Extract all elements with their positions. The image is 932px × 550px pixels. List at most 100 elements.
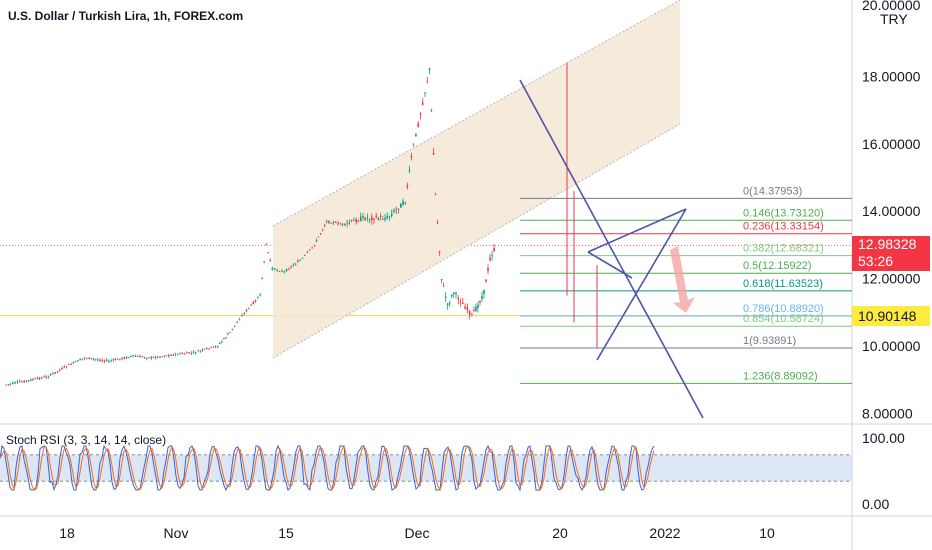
candle-body <box>148 357 150 359</box>
candle-body <box>241 315 243 317</box>
price-tick-label: 18.00000 <box>862 68 921 84</box>
candle-body <box>221 341 223 343</box>
candle-body <box>243 312 246 314</box>
candle-body <box>163 356 166 358</box>
candle-body <box>233 325 236 327</box>
candle-body <box>292 264 295 266</box>
candle-body <box>319 233 322 235</box>
fib-level-label: 0.854(10.58724) <box>743 313 824 325</box>
candle-body <box>412 145 415 146</box>
candle-body <box>355 219 357 223</box>
candle-body <box>452 292 455 294</box>
candle-body <box>41 377 43 379</box>
candle-body <box>179 353 181 355</box>
candle-body <box>79 359 81 361</box>
candle-body <box>101 360 104 362</box>
candle-body <box>199 350 201 352</box>
channel-upper-line <box>272 0 681 227</box>
price-tick-label: 10.00000 <box>862 338 921 354</box>
price-tick-label: 14.00000 <box>862 203 921 219</box>
price-unit-label: TRY <box>880 11 908 27</box>
candle-body <box>250 304 252 306</box>
candle-body <box>301 257 304 259</box>
candle-body <box>304 254 306 256</box>
candle-body <box>321 229 324 231</box>
candle-body <box>192 351 195 353</box>
candle-body <box>110 360 112 362</box>
stoch-d-line <box>0 444 655 492</box>
candle-body <box>438 251 441 253</box>
candle-body <box>375 215 377 218</box>
candle-body <box>468 311 471 316</box>
candle-body <box>483 289 485 294</box>
candle-body <box>32 379 34 381</box>
stoch-k-line <box>0 444 655 492</box>
candle-body <box>245 309 248 312</box>
candle-body <box>377 218 380 220</box>
candle-body <box>263 261 265 263</box>
candle-body <box>248 307 250 309</box>
candle-body <box>442 285 445 287</box>
candle-body <box>332 222 335 224</box>
stoch-tick-label: 100.00 <box>862 430 905 446</box>
price-tick-label: 12.00000 <box>862 271 921 287</box>
candle-body <box>459 302 462 304</box>
candle-body <box>393 210 395 213</box>
candle-body <box>88 357 90 360</box>
fib-level-label: 0.618(11.63523) <box>743 278 823 290</box>
candle-body <box>408 169 411 171</box>
fib-level-label: 1(9.93891) <box>743 335 796 347</box>
candle-body <box>273 268 276 270</box>
candle-body <box>371 216 373 221</box>
candle-body <box>231 328 234 330</box>
candle-body <box>38 377 41 380</box>
candle-body <box>417 123 420 127</box>
candle-body <box>328 220 330 223</box>
candle-body <box>105 360 108 361</box>
candle-body <box>238 319 241 321</box>
candle-body <box>16 381 19 383</box>
candle-body <box>479 301 481 303</box>
candle-body <box>415 133 417 136</box>
candle-body <box>444 296 447 298</box>
candle-body <box>252 302 255 304</box>
candle-body <box>464 306 466 309</box>
current-price-tag: 12.98328 <box>852 236 930 253</box>
candle-body <box>119 358 121 360</box>
candle-body <box>348 223 351 224</box>
channel-fill <box>273 0 680 358</box>
candle-body <box>430 109 433 111</box>
candle-body <box>477 304 479 308</box>
candle-body <box>265 244 267 246</box>
candle-body <box>276 269 278 271</box>
candle-body <box>395 209 398 210</box>
candle-body <box>285 269 288 272</box>
candle-body <box>466 307 469 311</box>
candle-body <box>424 92 426 94</box>
candle-body <box>257 297 259 299</box>
candle-body <box>174 353 177 355</box>
candle-body <box>450 295 453 297</box>
candle-body <box>9 383 12 385</box>
candle-body <box>99 359 101 361</box>
candle-body <box>402 200 404 205</box>
candle-body <box>315 240 318 242</box>
candle-body <box>400 203 402 208</box>
projection-arrow <box>670 246 695 313</box>
candle-body <box>278 271 281 273</box>
candle-body <box>473 309 475 312</box>
candle-body <box>23 380 25 383</box>
candle-body <box>127 357 130 358</box>
candle-body <box>208 348 210 350</box>
candle-body <box>359 216 362 222</box>
candle-body <box>132 355 134 356</box>
candle-body <box>157 356 159 358</box>
candle-body <box>27 380 30 381</box>
candle-body <box>350 220 353 222</box>
candle-body <box>225 337 227 339</box>
candle-body <box>283 271 286 273</box>
candle-body <box>56 371 59 372</box>
candle-body <box>136 355 139 357</box>
candle-body <box>493 247 495 252</box>
